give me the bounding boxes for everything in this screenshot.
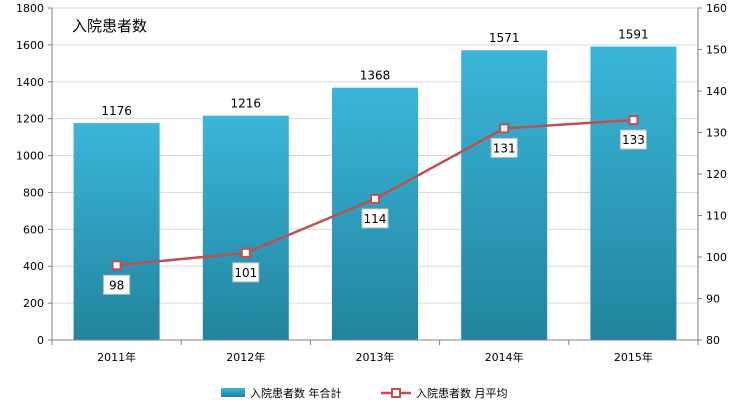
y-right-tick-label: 110 (706, 210, 727, 223)
legend-bar-swatch (221, 388, 245, 397)
line-marker (499, 123, 510, 134)
bar-value-label: 1591 (618, 28, 649, 42)
y-right-tick-label: 140 (706, 85, 727, 98)
line-marker (370, 193, 380, 204)
y-left-tick-label: 400 (23, 260, 44, 273)
line-value-label: 131 (493, 141, 516, 155)
line-marker (240, 247, 251, 258)
y-right-tick-label: 130 (706, 127, 727, 140)
line-value-label: 114 (364, 212, 387, 226)
x-tick-label: 2012年 (226, 350, 265, 364)
axes: 0 200 400 600 800 1000 1200 1400 1600 1800 80 90 100… (16, 2, 727, 364)
x-tick-label: 2011年 (97, 350, 136, 364)
chart-title: 入院患者数 (72, 17, 147, 35)
y-right-tick-label: 100 (706, 251, 727, 264)
line-value-label: 133 (622, 133, 645, 147)
y-left-tick-label: 800 (23, 186, 44, 199)
x-tick-label: 2013年 (356, 350, 395, 364)
y-right-tick-label: 90 (706, 293, 720, 306)
x-tick-label: 2015年 (614, 350, 653, 364)
y-right-tick-label: 80 (706, 334, 720, 347)
bar (461, 50, 548, 340)
bar (590, 46, 677, 340)
y-left-tick-label: 200 (23, 297, 44, 310)
x-tick-label: 2014年 (485, 350, 524, 364)
line-value-box (490, 137, 518, 158)
bar-value-label: 1571 (489, 31, 520, 45)
bar (73, 123, 160, 341)
y-left-tick-label: 1800 (16, 2, 44, 15)
line-value-box (103, 274, 131, 295)
line-value-label: 101 (234, 266, 257, 280)
y-right-tick-label: 160 (706, 2, 727, 15)
bar-value-label: 1176 (101, 104, 132, 118)
y-left-tick-label: 1600 (16, 39, 44, 52)
legend-bar-label: 入院患者数 年合計 (250, 386, 342, 400)
bar-series (73, 46, 677, 341)
y-left-tick-label: 0 (37, 334, 44, 347)
line-series (111, 115, 639, 271)
line-value-label: 98 (109, 278, 124, 292)
y-right-tick-label: 150 (706, 44, 727, 57)
y-left-tick-label: 600 (23, 223, 44, 236)
y-left-tick-label: 1400 (16, 76, 44, 89)
line-value-box (619, 129, 647, 150)
y-left-tick-label: 1000 (16, 150, 44, 163)
bar-value-label: 1216 (231, 97, 262, 111)
data-labels: 1176 1216 1368 1571 1591 98 101 114 131 133 (101, 28, 649, 295)
line-marker (628, 115, 639, 126)
line-value-box (232, 262, 260, 283)
bar-value-label: 1368 (360, 69, 391, 83)
y-left-tick-label: 1200 (16, 113, 44, 126)
line-marker (111, 260, 122, 271)
legend-line-marker (391, 388, 401, 398)
legend-line-label: 入院患者数 月平均 (416, 386, 508, 400)
y-right-tick-label: 120 (706, 168, 727, 181)
bar (202, 115, 289, 341)
legend: 入院患者数 年合計 入院患者数 月平均 (221, 386, 508, 400)
line-value-box (361, 208, 389, 229)
